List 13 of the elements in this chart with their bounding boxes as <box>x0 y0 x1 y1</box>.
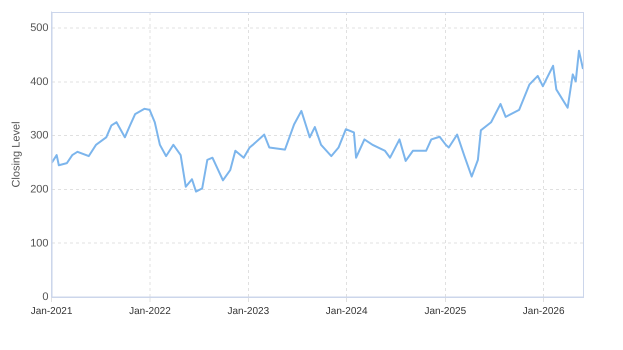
y-tick-label: 500 <box>30 22 49 34</box>
y-tick-label: 300 <box>30 130 49 142</box>
y-tick-label: 200 <box>30 183 49 196</box>
y-axis-title: Closing Level <box>10 121 23 188</box>
y-tick-label: 100 <box>30 237 49 250</box>
x-tick-label: Jan-2026 <box>522 306 565 317</box>
y-tick-label: 0 <box>42 291 49 304</box>
x-tick-label: Jan-2023 <box>227 306 270 317</box>
x-tick-label: Jan-2021 <box>30 306 73 317</box>
y-tick-label: 400 <box>30 76 49 88</box>
x-tick-label: Jan-2025 <box>424 306 467 317</box>
x-tick-label: Jan-2022 <box>129 306 172 317</box>
x-tick-label: Jan-2024 <box>326 306 368 317</box>
